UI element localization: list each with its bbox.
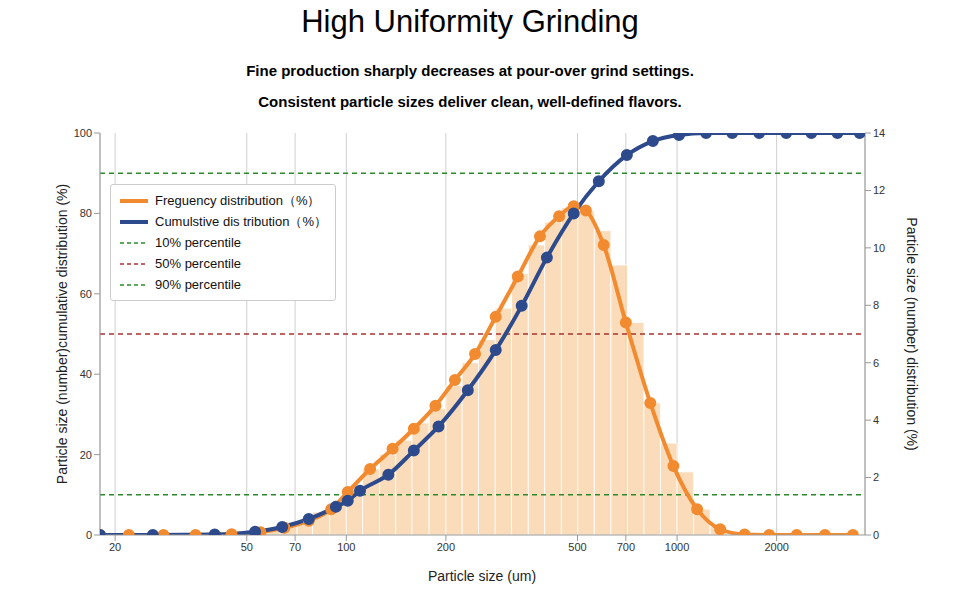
- svg-text:14: 14: [873, 127, 885, 139]
- svg-text:12: 12: [873, 184, 885, 196]
- html-text:Freguency distribution（%）: Freguency distribution（%）: [155, 192, 321, 208]
- html-text:10% percentile: 10% percentile: [155, 235, 241, 250]
- html-text:Particle size (number) distrib: Particle size (number) distribution (%): [904, 217, 920, 451]
- svg-text:8: 8: [873, 299, 879, 311]
- svg-text:60: 60: [80, 288, 92, 300]
- svg-text:70: 70: [289, 541, 301, 553]
- html-text:Consistent particle sizes deli: Consistent particle sizes deliver clean,…: [258, 93, 682, 110]
- svg-text:0: 0: [86, 529, 92, 541]
- svg-text:6: 6: [873, 357, 879, 369]
- svg-text:500: 500: [568, 541, 586, 553]
- svg-text:10: 10: [873, 242, 885, 254]
- svg-text:1000: 1000: [665, 541, 689, 553]
- html-text:50% percentile: 50% percentile: [155, 256, 241, 271]
- svg-text:2000: 2000: [764, 541, 788, 553]
- svg-text:50: 50: [241, 541, 253, 553]
- html-text:Cumulstive dis tribution（%）: Cumulstive dis tribution（%）: [155, 213, 327, 229]
- html-text:High Uniformity Grinding: High Uniformity Grinding: [301, 4, 639, 39]
- svg-text:20: 20: [109, 541, 121, 553]
- svg-text:100: 100: [74, 127, 92, 139]
- svg-text:200: 200: [437, 541, 455, 553]
- svg-text:4: 4: [873, 414, 879, 426]
- html-text:Fine production sharply decrea: Fine production sharply decreases at pou…: [246, 62, 694, 79]
- html-text:Particle size (um): Particle size (um): [427, 568, 537, 584]
- html-text:Particle size (number)cumulati: Particle size (number)cumulative distrib…: [54, 183, 70, 485]
- svg-text:40: 40: [80, 368, 92, 380]
- svg-text:700: 700: [617, 541, 635, 553]
- svg-text:80: 80: [80, 207, 92, 219]
- svg-text:2: 2: [873, 471, 879, 483]
- svg-text:20: 20: [80, 449, 92, 461]
- html-text:90% percentile: 90% percentile: [155, 277, 241, 292]
- svg-text:0: 0: [873, 529, 879, 541]
- svg-text:100: 100: [337, 541, 355, 553]
